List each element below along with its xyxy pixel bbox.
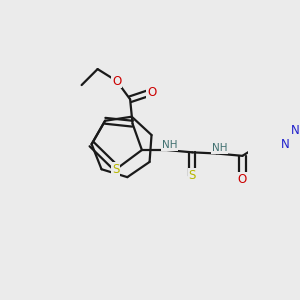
Text: N: N [291,124,300,136]
Text: O: O [147,85,156,99]
Text: O: O [238,173,247,186]
Text: N: N [281,138,290,151]
Text: S: S [188,169,196,182]
Text: S: S [112,163,119,176]
Text: NH: NH [212,143,227,153]
Text: O: O [112,75,122,88]
Text: NH: NH [162,140,177,150]
